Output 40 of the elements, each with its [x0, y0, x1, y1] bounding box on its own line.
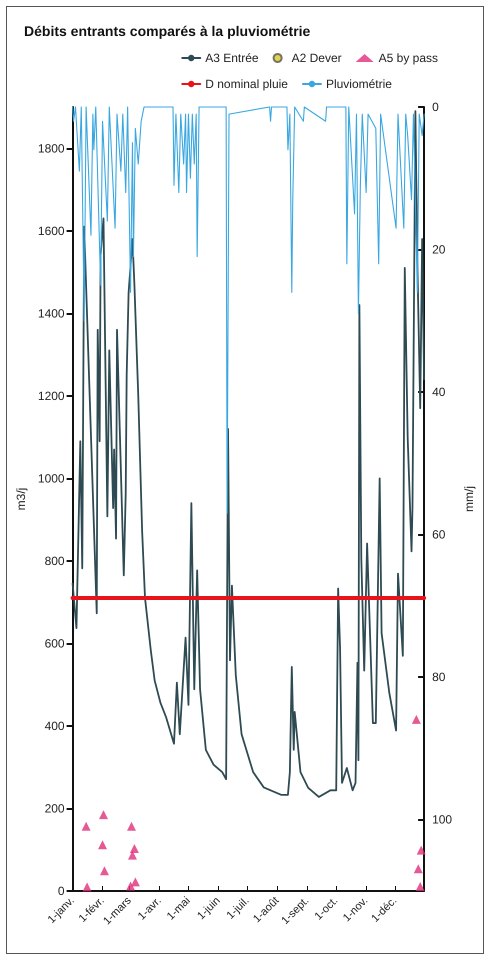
legend-label: Pluviométrie — [326, 77, 392, 91]
y2-tick-label: 40 — [432, 385, 446, 400]
point — [82, 882, 92, 892]
y-tick-label: 1200 — [38, 388, 65, 403]
point — [127, 822, 136, 831]
y-tick-label: 600 — [44, 636, 65, 650]
point — [412, 714, 421, 724]
point — [128, 850, 137, 860]
legend-label: D nominal pluie — [205, 77, 288, 91]
y-tick-label: 800 — [44, 554, 65, 568]
line-series — [72, 106, 425, 514]
point — [130, 844, 139, 853]
point — [126, 882, 136, 891]
y2-tick-label: 0 — [432, 100, 440, 114]
y-axis-title: m3/j — [14, 488, 28, 510]
y2-axis-title: mm/j — [462, 486, 476, 512]
y-tick-label: 200 — [44, 801, 65, 816]
y-tick-label: 1800 — [38, 141, 65, 156]
legend-label: A5 by pass — [378, 51, 438, 65]
y2-tick-label: 80 — [432, 670, 446, 684]
point — [416, 846, 426, 855]
y-tick-label: 400 — [44, 718, 65, 733]
point — [130, 877, 140, 886]
y-tick-label: 1400 — [38, 306, 65, 320]
point — [100, 866, 109, 876]
point — [82, 822, 91, 831]
y-tick-label: 0 — [58, 884, 65, 898]
legend-label: A2 Dever — [292, 51, 342, 65]
y2-tick-label: 100 — [432, 812, 452, 827]
point — [414, 864, 423, 874]
line-series — [72, 110, 425, 798]
point — [98, 810, 108, 820]
chart-title: Débits entrants comparés à la pluviométrie — [24, 23, 311, 39]
y-tick-label: 1000 — [38, 471, 65, 486]
legend-label: A3 Entrée — [205, 51, 259, 65]
point — [416, 882, 425, 891]
point — [98, 840, 108, 850]
y2-tick-label: 20 — [432, 242, 446, 257]
y-tick-label: 1600 — [38, 224, 65, 238]
y2-tick-label: 60 — [432, 528, 446, 542]
